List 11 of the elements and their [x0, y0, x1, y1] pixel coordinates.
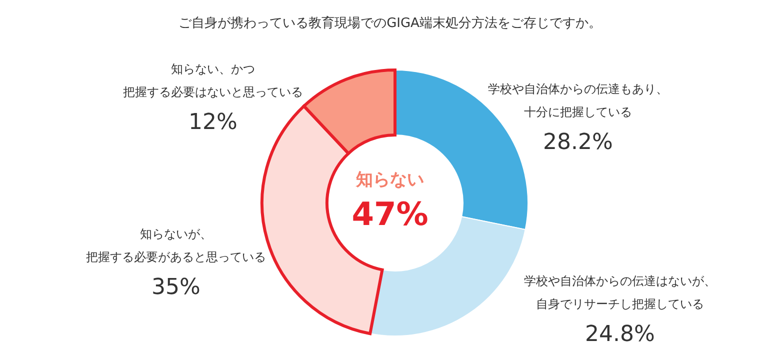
data-label: 24.8%	[584, 322, 656, 347]
text: 知らない	[354, 169, 425, 191]
slice-label: 学校や自治体からの伝達はないが、自身でリサーチし把握している	[523, 273, 717, 313]
text: 47%	[350, 195, 430, 233]
chart-title: ご自身が携わっている教育現場でのGIGA端末処分方法をご存じですか。	[178, 14, 602, 32]
data-label: 12%	[188, 110, 238, 135]
data-label: 35%	[150, 275, 202, 300]
slice-label: 知らない、かつ把握する必要はないと思っている	[122, 61, 304, 101]
slice-label: 知らないが、把握する必要があると思っている	[85, 226, 267, 266]
data-label: 28.2%	[542, 130, 614, 155]
slice-label: 学校や自治体からの伝達もあり、十分に把握している	[487, 81, 669, 121]
